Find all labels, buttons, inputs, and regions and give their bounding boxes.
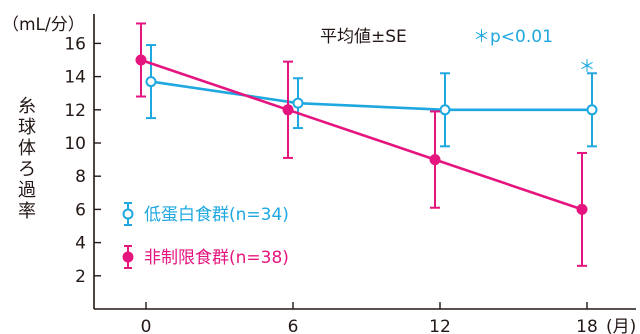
x-tick-label: 18	[576, 317, 598, 334]
legend-item-1: 低蛋白食群(n=34)	[124, 203, 289, 225]
legend: 低蛋白食群(n=34) 非制限食群(n=38)	[124, 203, 289, 268]
data-point	[147, 77, 156, 86]
y-tick-label: 6	[75, 200, 86, 220]
y-axis-title-char: 球	[18, 117, 36, 138]
legend-label: 非制限食群(n=38)	[144, 248, 289, 268]
data-point	[431, 155, 440, 164]
y-tick-label: 4	[75, 234, 86, 254]
y-axis-title-char: ろ	[18, 159, 36, 180]
legend-item-2: 非制限食群(n=38)	[124, 246, 289, 268]
significance-layer: ＊	[579, 57, 596, 77]
y-tick-label: 12	[64, 101, 86, 121]
series-2	[136, 23, 587, 265]
data-point	[578, 205, 587, 214]
data-point	[137, 56, 146, 65]
x-tick-label: 12	[429, 317, 451, 334]
y-axis-title-char: 過	[18, 180, 36, 201]
significance-label: ＊p<0.01	[473, 27, 553, 47]
y-tick-label: 10	[64, 134, 86, 154]
y-axis-title-char: 糸	[18, 96, 36, 117]
series-layer	[136, 23, 597, 265]
y-tick-label: 2	[75, 267, 86, 287]
significance-marker: ＊	[579, 57, 596, 77]
series-line	[141, 60, 582, 209]
x-tick-label: 6	[288, 317, 299, 334]
data-point	[284, 105, 293, 114]
y-tick-label: 16	[64, 34, 86, 54]
y-axis-title-char: 率	[18, 201, 36, 222]
y-axis-title-char: 体	[18, 138, 36, 159]
data-point	[588, 105, 597, 114]
legend-label: 低蛋白食群(n=34)	[144, 205, 289, 225]
x-tick-label: 0	[141, 317, 152, 334]
note-label: 平均値±SE	[320, 27, 407, 47]
y-tick-label: 8	[75, 167, 86, 187]
legend-marker	[124, 210, 133, 219]
data-point	[294, 99, 303, 108]
series-1	[146, 45, 597, 146]
x-unit-label: (月)	[606, 317, 636, 334]
y-tick-label: 14	[64, 68, 86, 88]
data-point	[441, 105, 450, 114]
y-axis-ticks: 2 4 6 8 10 12 14 16	[64, 34, 101, 286]
y-unit-label: （mL/分）	[2, 15, 85, 35]
x-axis-ticks: 0 6 12 18	[141, 302, 598, 334]
legend-marker	[124, 253, 133, 262]
